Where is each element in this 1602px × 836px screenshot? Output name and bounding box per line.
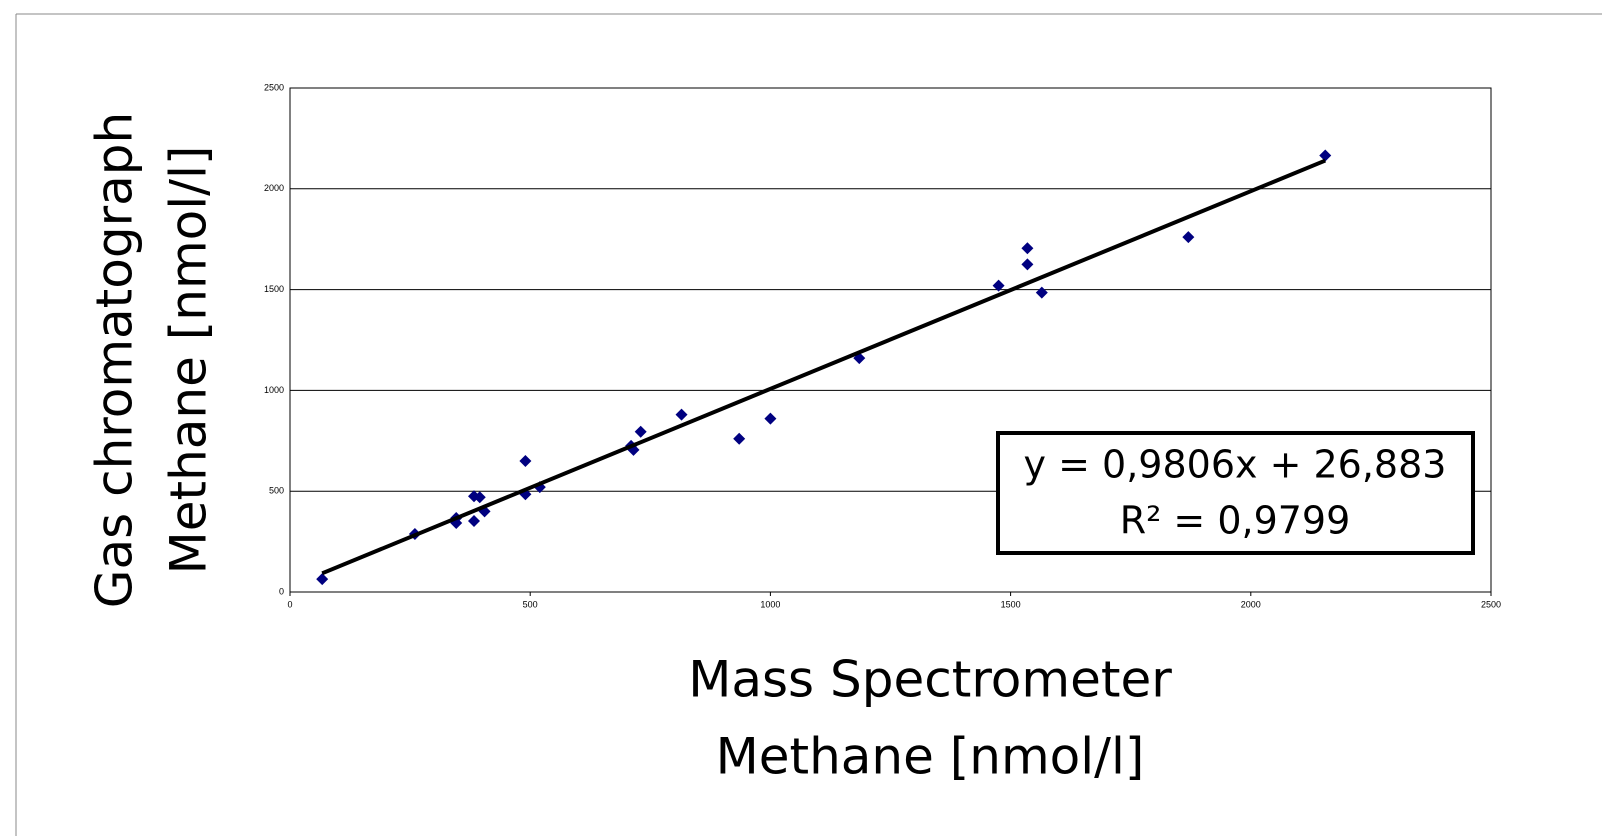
point	[473, 491, 486, 504]
point	[1021, 242, 1034, 255]
point	[992, 279, 1005, 292]
point	[1035, 286, 1048, 299]
y-tick-label: 1000	[264, 385, 284, 395]
y-tick-label: 0	[279, 586, 284, 596]
y-tick-label: 500	[269, 486, 284, 496]
y-tick-label: 2500	[264, 82, 284, 92]
x-axis-title: Methane [nmol/l]	[716, 728, 1145, 786]
equation-box	[996, 431, 1475, 555]
point	[1182, 231, 1195, 244]
trendline	[321, 158, 1327, 576]
point	[1021, 258, 1034, 271]
plot-area	[289, 87, 1492, 593]
point	[634, 425, 647, 438]
point	[467, 515, 480, 528]
point	[733, 432, 746, 445]
x-tick-label: 0	[287, 599, 292, 609]
x-axis-title: Mass Spectrometer	[688, 651, 1172, 709]
y-axis-title: Methane [nmol/l]	[160, 146, 218, 575]
point	[675, 408, 688, 421]
y-tick-label: 2000	[264, 183, 284, 193]
point	[1319, 149, 1332, 162]
point	[316, 573, 329, 586]
x-tick-label: 1000	[760, 599, 780, 609]
equation: y = 0,9806x + 26,883	[1024, 443, 1447, 487]
point	[764, 412, 777, 425]
y-axis-title: Gas chromatograph	[86, 112, 144, 608]
x-tick-label: 2000	[1241, 599, 1261, 609]
x-tick-label: 2500	[1481, 599, 1501, 609]
y-tick-label: 1500	[264, 284, 284, 294]
r-squared: R² = 0,9799	[1120, 499, 1351, 543]
x-tick-label: 1500	[1001, 599, 1021, 609]
point	[519, 454, 532, 467]
x-tick-label: 500	[523, 599, 538, 609]
